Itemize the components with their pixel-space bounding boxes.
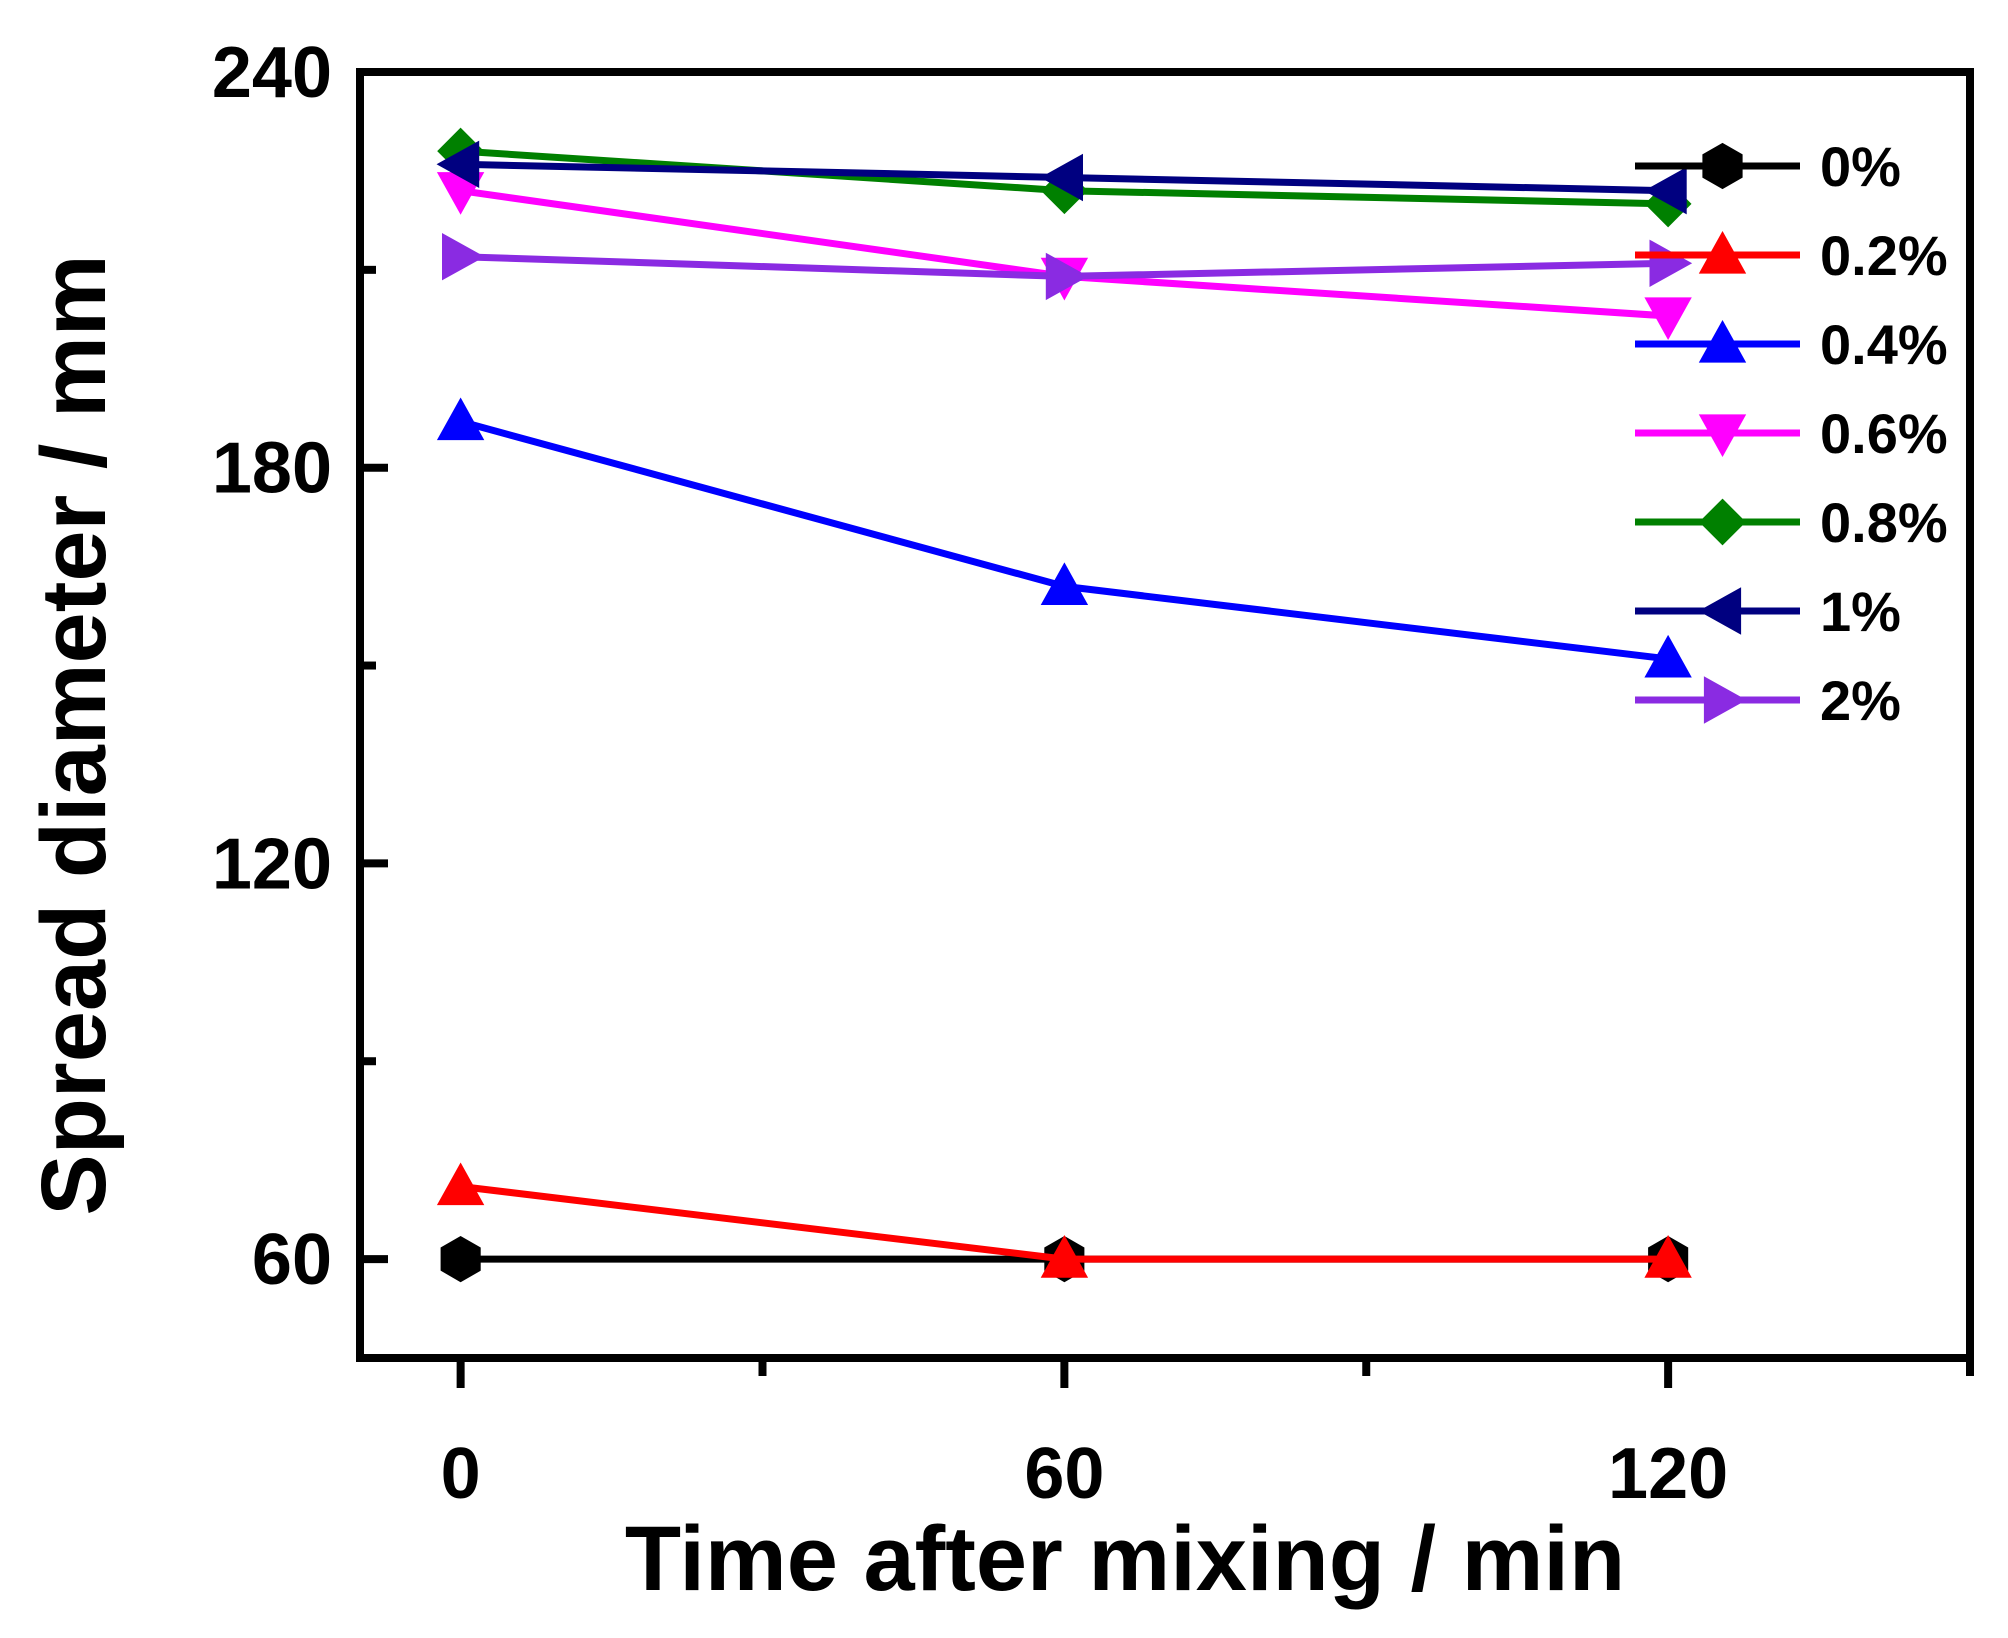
- x-tick-label: 60: [1024, 1434, 1104, 1514]
- legend: 0% 0.2% 0.4% 0.6% 0.8% 1% 2%: [1635, 135, 1948, 732]
- legend-marker: [1698, 587, 1742, 635]
- y-axis-title: Spread diameter / mm: [23, 254, 125, 1215]
- y-tick-label: 60: [252, 1220, 332, 1300]
- legend-label: 0.4%: [1820, 313, 1948, 376]
- legend-label: 2%: [1820, 669, 1901, 732]
- legend-item-0.8%: 0.8%: [1635, 491, 1948, 554]
- data-point-0.2%-x120: [1644, 1235, 1692, 1278]
- series-group: [436, 127, 1693, 1283]
- data-point-1%-x60: [1040, 153, 1083, 202]
- legend-label: 1%: [1820, 580, 1901, 643]
- axes: 60 120 180 240 0 60 120: [212, 33, 1974, 1514]
- legend-label: 0.2%: [1820, 224, 1948, 287]
- legend-item-1%: 1%: [1635, 580, 1901, 643]
- x-tick-label: 0: [441, 1434, 481, 1514]
- legend-item-0%: 0%: [1635, 135, 1901, 198]
- legend-label: 0%: [1820, 135, 1901, 198]
- data-point-2%-x0: [442, 233, 485, 281]
- series-0.2%: [436, 1162, 1692, 1278]
- y-tick-label: 180: [212, 429, 332, 509]
- plot-frame: [356, 68, 1974, 1362]
- legend-marker: [1699, 498, 1746, 546]
- data-point-0.2%-x60: [1040, 1235, 1089, 1278]
- data-point-0%-x0: [440, 1235, 481, 1283]
- data-point-0.2%-x0: [436, 1162, 485, 1206]
- legend-label: 0.8%: [1820, 491, 1948, 554]
- data-point-1%-x120: [1644, 167, 1687, 215]
- legend-item-2%: 2%: [1635, 669, 1901, 732]
- x-tick-label: 120: [1608, 1434, 1728, 1514]
- legend-marker: [1698, 230, 1747, 274]
- legend-marker: [1702, 142, 1743, 190]
- x-axis-title: Time after mixing / min: [625, 1508, 1625, 1610]
- legend-marker: [1703, 676, 1747, 724]
- data-point-1%-x0: [436, 140, 480, 188]
- y-tick-label: 240: [212, 33, 332, 113]
- series-0.4%: [436, 397, 1692, 678]
- legend-item-0.2%: 0.2%: [1635, 224, 1948, 287]
- series-1%: [436, 140, 1687, 215]
- legend-marker: [1698, 319, 1747, 363]
- legend-label: 0.6%: [1820, 402, 1948, 465]
- data-point-0.4%-x60: [1040, 562, 1089, 605]
- data-point-2%-x60: [1045, 252, 1089, 301]
- y-tick-label: 120: [212, 824, 332, 904]
- data-point-0.4%-x120: [1644, 634, 1692, 678]
- legend-marker: [1698, 414, 1747, 458]
- legend-item-0.4%: 0.4%: [1635, 313, 1948, 376]
- legend-item-0.6%: 0.6%: [1635, 402, 1948, 465]
- data-point-0.6%-x120: [1644, 297, 1692, 341]
- data-point-0.4%-x0: [436, 397, 485, 441]
